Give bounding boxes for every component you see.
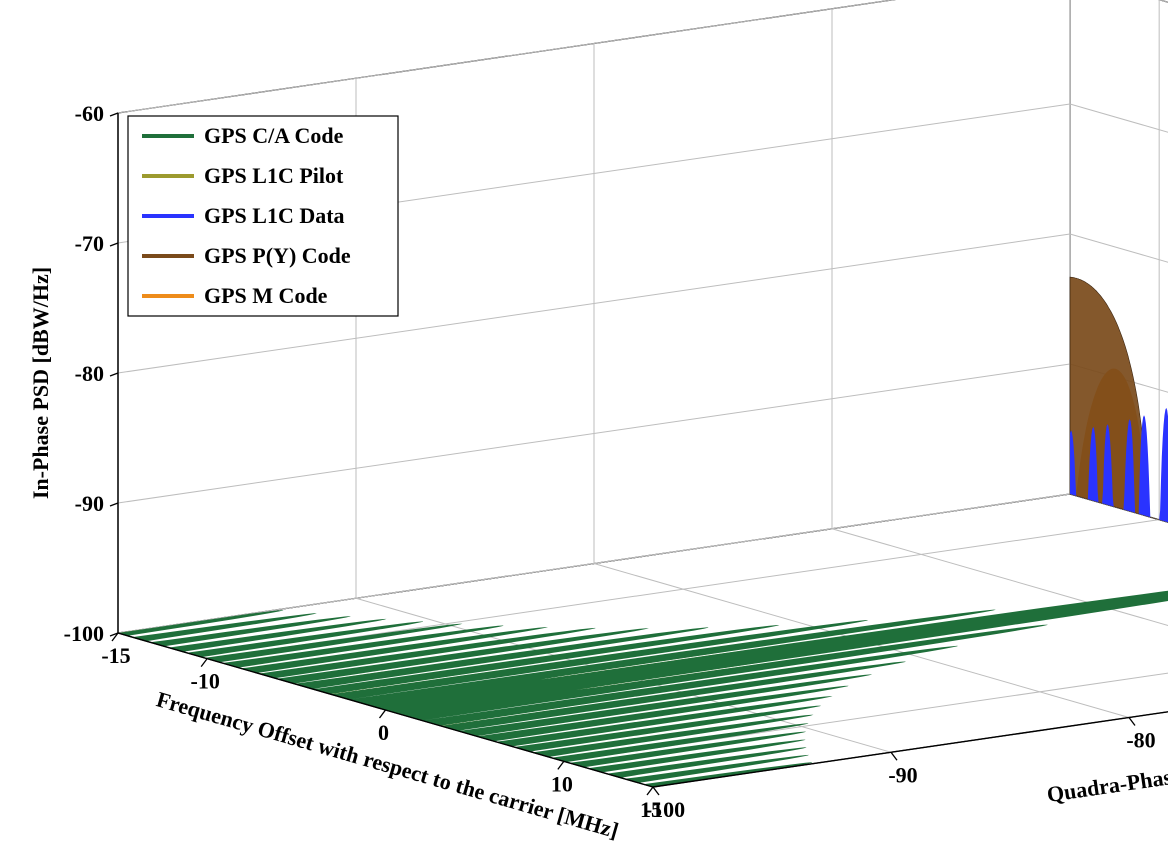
svg-text:-90: -90 [888, 762, 917, 787]
svg-text:0: 0 [378, 720, 389, 745]
legend-label: GPS P(Y) Code [204, 243, 351, 268]
chart-svg: -60-70-80-90-100-15-1001015-100-90-80-70… [0, 0, 1168, 862]
svg-text:-100: -100 [645, 797, 685, 822]
psd-3d-chart: -60-70-80-90-100-15-1001015-100-90-80-70… [0, 0, 1168, 862]
legend-label: GPS C/A Code [204, 123, 344, 148]
legend: GPS C/A Code GPS L1C Pilot GPS L1C Data GPS… [128, 116, 398, 316]
legend-swatch [142, 294, 194, 298]
svg-text:-10: -10 [191, 669, 220, 694]
svg-text:-80: -80 [1126, 728, 1155, 753]
legend-swatch [142, 214, 194, 218]
legend-swatch [142, 254, 194, 258]
legend-label: GPS M Code [204, 283, 328, 308]
svg-text:-80: -80 [75, 361, 104, 386]
svg-text:-15: -15 [101, 643, 130, 668]
legend-swatch [142, 174, 194, 178]
legend-label: GPS L1C Pilot [204, 163, 344, 188]
svg-text:-60: -60 [75, 101, 104, 126]
z-axis-label: In-Phase PSD [dBW/Hz] [28, 267, 53, 499]
svg-text:-100: -100 [64, 621, 104, 646]
legend-label: GPS L1C Data [204, 203, 345, 228]
legend-swatch [142, 134, 194, 138]
svg-text:-90: -90 [75, 491, 104, 516]
svg-text:-70: -70 [75, 231, 104, 256]
svg-text:10: 10 [551, 771, 573, 796]
